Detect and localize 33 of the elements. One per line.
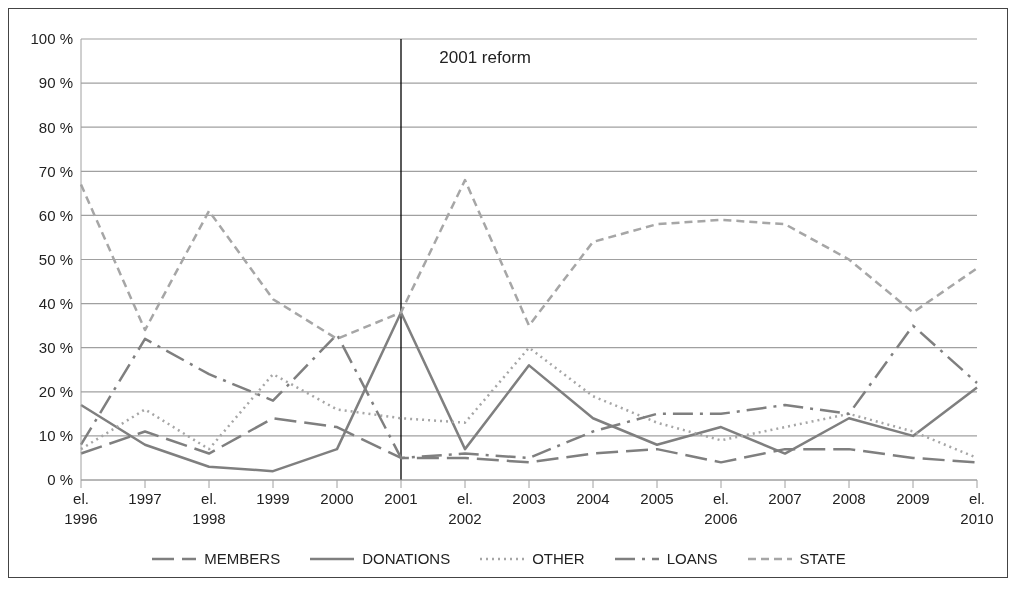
legend-label: OTHER [531,550,585,567]
x-tick-label: el. 2010 [960,490,994,527]
x-tick-label: el. 1998 [192,490,226,527]
y-tick-label: 90 % [38,74,73,92]
x-tick-label: 2009 [896,490,930,507]
x-tick-label: 2003 [512,490,546,507]
x-tick-label: 1997 [128,490,162,507]
y-tick-label: 30 % [38,339,73,357]
x-tick-label: 1999 [256,490,290,507]
line-series [79,311,979,473]
y-tick-label: 70 % [38,162,73,180]
y-tick-label: 60 % [38,206,73,224]
x-tick-label: 2001 [384,490,418,507]
y-tick-label: 40 % [38,294,73,312]
legend-label: LOANS [665,550,718,567]
y-tick-label: 20 % [38,383,73,401]
y-tick-label: 10 % [38,427,73,445]
y-tick-label: 50 % [38,250,73,268]
x-tick-label: 2004 [576,490,610,507]
x-tick-label: 2008 [832,490,866,507]
y-tick-label: 80 % [38,118,73,136]
x-tick-label: 2000 [320,490,354,507]
x-tick-label: el. 1996 [64,490,98,527]
x-tick-label: 2007 [768,490,802,507]
legend-label: STATE [798,550,846,567]
legend-label: DONATIONS [361,550,451,567]
x-tick-label: 2005 [640,490,674,507]
legend-label: MEMBERS [203,550,281,567]
y-tick-label: 0 % [47,471,73,489]
ref-line-label: 2001 reform [439,48,531,68]
x-tick-label: el. 2006 [704,490,738,527]
x-tick-label: el. 2002 [448,490,482,527]
y-tick-label: 100 % [30,30,73,48]
